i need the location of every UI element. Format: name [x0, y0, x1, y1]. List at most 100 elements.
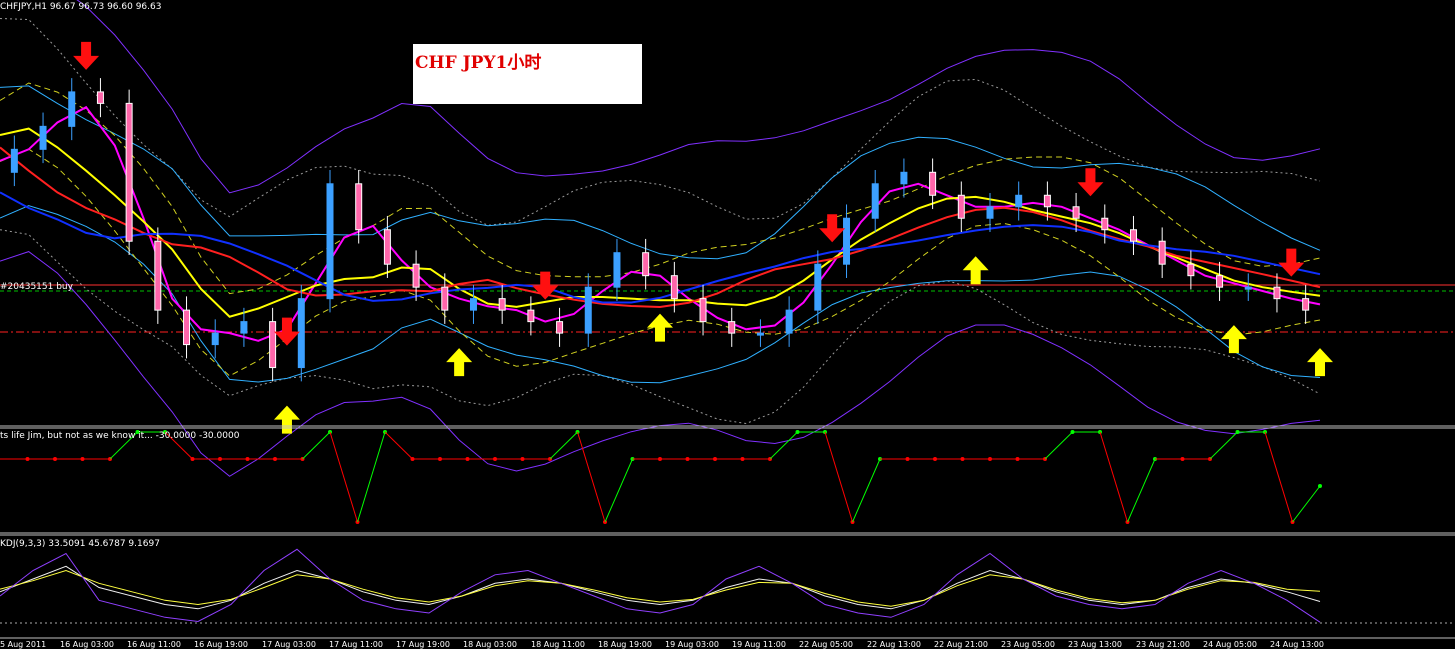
x-tick-label: 17 Aug 03:00 — [262, 640, 316, 649]
x-tick-label: 19 Aug 11:00 — [732, 640, 786, 649]
candle-body — [211, 332, 219, 346]
candle-body — [1158, 240, 1166, 265]
x-tick-label: 5 Aug 2011 — [0, 640, 47, 649]
candle-body — [1072, 206, 1080, 219]
x-tick-label: 22 Aug 13:00 — [867, 640, 921, 649]
candle-body — [584, 286, 592, 334]
candle-body — [814, 263, 822, 311]
oscillator-header: ts life Jim, but not as we know it... -3… — [0, 431, 240, 441]
ma-red — [0, 146, 1321, 309]
x-tick-label: 16 Aug 03:00 — [60, 640, 114, 649]
candle-body — [412, 263, 420, 288]
candle-body — [1043, 194, 1051, 208]
x-tick-label: 23 Aug 13:00 — [1068, 640, 1122, 649]
x-tick-label: 23 Aug 21:00 — [1136, 640, 1190, 649]
candle-body — [240, 321, 248, 334]
osc-segment — [164, 431, 193, 460]
osc-segment — [357, 431, 386, 523]
candle-body — [1187, 263, 1195, 277]
buy-arrow — [1307, 348, 1333, 377]
x-tick-label: 19 Aug 03:00 — [665, 640, 719, 649]
candle-body — [642, 252, 650, 277]
price-pane — [0, 0, 1455, 477]
candle-body — [1015, 194, 1023, 208]
candle-body — [441, 286, 449, 311]
ma-magenta — [0, 105, 1321, 342]
sell-arrow — [819, 214, 846, 243]
buy-arrow — [1220, 325, 1247, 354]
symbol-header: CHFJPY,H1 96.67 96.73 96.60 96.63 — [0, 2, 162, 12]
x-tick-label: 16 Aug 19:00 — [194, 640, 248, 649]
candle-body — [1302, 298, 1310, 311]
candle-body — [297, 298, 305, 369]
candle-body — [527, 309, 535, 323]
x-tick-label: 17 Aug 11:00 — [329, 640, 383, 649]
pane-separators — [0, 425, 1455, 639]
title-overlay: CHF JPY1小时 — [415, 53, 542, 73]
sell-arrow — [273, 317, 300, 346]
candle-body — [68, 91, 76, 127]
osc-segment — [329, 431, 358, 523]
sell-arrow — [73, 41, 100, 70]
kdj-line-k — [0, 565, 1321, 610]
kdj-line-j — [0, 548, 1321, 623]
osc-segment — [302, 431, 331, 460]
osc-segment — [577, 431, 606, 523]
candle-body — [1216, 275, 1224, 288]
candle-body — [670, 275, 678, 300]
osc-segment — [604, 458, 633, 523]
sell-arrow — [532, 271, 559, 300]
candle-body — [10, 148, 18, 173]
candle-body — [183, 309, 191, 346]
band-dotted-lower — [0, 229, 1321, 425]
oscillator-pane — [0, 430, 1322, 524]
osc-segment — [1209, 431, 1238, 460]
order-label: #20435151 buy — [0, 282, 73, 292]
kdj-pane — [0, 548, 1455, 624]
ma-yellow — [0, 127, 1321, 318]
candle-body — [383, 229, 391, 265]
x-tick-label: 18 Aug 19:00 — [598, 640, 652, 649]
candle-body — [785, 309, 793, 334]
x-tick-label: 18 Aug 03:00 — [463, 640, 517, 649]
x-tick-label: 18 Aug 11:00 — [531, 640, 585, 649]
band-dotted-upper — [0, 18, 1321, 226]
band-yellow-upper — [0, 82, 1321, 295]
candle-body — [613, 252, 621, 288]
candle-body — [1244, 286, 1252, 290]
sell-arrow — [1278, 248, 1305, 277]
x-tick-label: 22 Aug 05:00 — [799, 640, 853, 649]
osc-segment — [384, 431, 413, 460]
candle-body — [728, 321, 736, 334]
candle-body — [756, 332, 764, 336]
band-cyan-upper — [0, 85, 1321, 260]
candle-body — [1129, 229, 1137, 242]
x-tick-label: 16 Aug 11:00 — [127, 640, 181, 649]
candle-body — [986, 206, 994, 219]
candle-body — [1101, 217, 1109, 231]
osc-segment — [1127, 458, 1156, 523]
x-tick-label: 24 Aug 13:00 — [1270, 640, 1324, 649]
band-outer-upper — [76, 0, 1321, 194]
x-tick-label: 22 Aug 21:00 — [934, 640, 988, 649]
candle-body — [269, 321, 277, 369]
candle-body — [556, 321, 564, 334]
osc-segment — [769, 431, 798, 460]
osc-segment — [1292, 485, 1321, 523]
x-tick-label: 23 Aug 05:00 — [1001, 640, 1055, 649]
candle-body — [96, 91, 104, 104]
buy-arrow — [273, 405, 300, 434]
x-tick-label: 17 Aug 19:00 — [396, 640, 450, 649]
ma-blue — [0, 191, 1321, 304]
candle-body — [843, 217, 851, 265]
candle-body — [929, 171, 937, 196]
buy-arrow — [962, 256, 989, 285]
candle-body — [355, 183, 363, 231]
candle-body — [154, 240, 162, 311]
candle-body — [699, 298, 707, 323]
kdj-line-d — [0, 569, 1321, 607]
candle-body — [39, 125, 47, 150]
osc-segment — [852, 458, 881, 523]
candle-body — [957, 194, 965, 219]
